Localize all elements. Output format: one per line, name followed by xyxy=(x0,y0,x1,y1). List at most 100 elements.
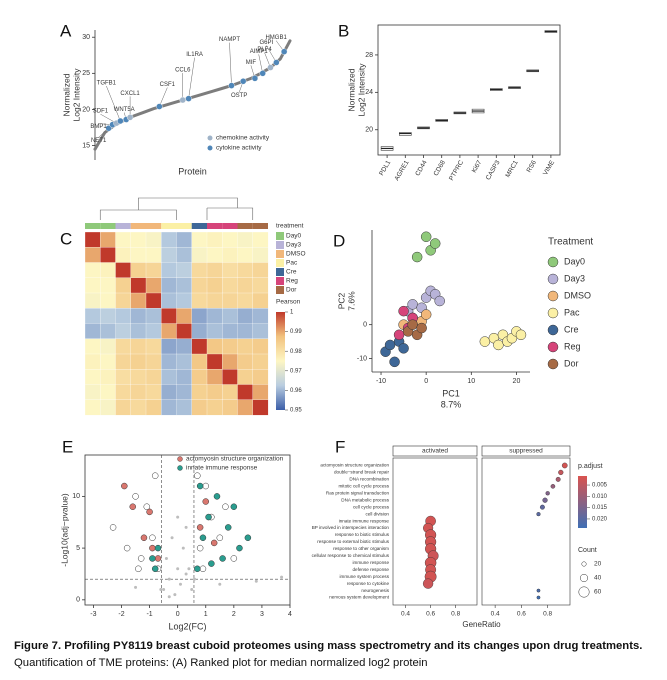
colorbar-title: Pearson xyxy=(276,299,301,306)
heat-cell xyxy=(206,353,223,370)
data-point xyxy=(236,544,243,552)
heat-cell xyxy=(252,338,269,355)
heat-cell xyxy=(100,292,116,309)
background-point xyxy=(173,593,177,597)
heat-cell xyxy=(176,384,193,401)
data-point xyxy=(154,555,162,562)
term-label: cellular response to chemical stimulus xyxy=(312,553,390,558)
x-tick-label: 3 xyxy=(260,611,264,618)
heat-cell xyxy=(84,231,101,248)
heat-cell xyxy=(191,369,208,385)
data-point xyxy=(434,295,445,307)
data-point xyxy=(384,339,396,351)
legend-swatch xyxy=(276,286,284,294)
heat-cell xyxy=(161,247,177,263)
heat-cell xyxy=(130,384,147,401)
x-axis-label: PC1 xyxy=(442,388,460,398)
y-tick-label: 25 xyxy=(82,70,90,77)
heat-cell xyxy=(130,308,147,324)
heat-cell xyxy=(115,369,132,385)
data-point xyxy=(121,482,128,490)
data-point xyxy=(407,299,418,310)
legend-title: Treatment xyxy=(548,237,593,248)
heat-cell xyxy=(176,247,193,263)
data-point xyxy=(140,534,148,542)
heat-cell xyxy=(84,353,101,370)
plot-frame xyxy=(481,457,571,606)
term-label: neurogenesis xyxy=(361,588,389,593)
x-tick-label: 0.8 xyxy=(543,611,552,618)
group-annotation xyxy=(222,223,238,229)
group-annotation xyxy=(100,223,116,229)
y-axis-label: Log2 Intensity xyxy=(71,68,81,122)
y-tick-label: 5 xyxy=(76,545,80,552)
x-tick-label: 1 xyxy=(204,611,208,618)
panel-label: A xyxy=(60,21,72,40)
heat-cell xyxy=(84,338,101,355)
group-annotation xyxy=(207,223,223,229)
heat-cell xyxy=(130,262,147,279)
protein-label: NAMPT xyxy=(219,37,240,43)
colorbar-label: 0.005 xyxy=(592,483,608,489)
protein-point xyxy=(259,70,266,77)
legend-label: Reg xyxy=(564,341,581,351)
heat-cell xyxy=(115,399,132,416)
term-label: nervous system development xyxy=(329,595,389,600)
heat-cell xyxy=(115,308,132,324)
protein-label: CSF1 xyxy=(160,82,176,88)
x-tick-label: 0 xyxy=(424,378,428,385)
heat-cell xyxy=(115,353,132,370)
open-point xyxy=(143,503,151,510)
x-tick-label: CD44 xyxy=(414,159,429,177)
heat-cell xyxy=(100,369,116,385)
heat-cell xyxy=(176,262,193,279)
facet-strip xyxy=(481,445,571,457)
data-point xyxy=(244,534,252,542)
heat-cell xyxy=(100,308,116,324)
heat-cell xyxy=(222,308,238,324)
caption: Figure 7. Profiling PY8119 breast cuboid… xyxy=(14,638,659,672)
heat-cell xyxy=(176,277,193,294)
heat-cell xyxy=(191,399,208,416)
x-tick-label: 0.6 xyxy=(517,611,526,618)
legend-marker xyxy=(177,465,183,471)
heat-cell xyxy=(115,384,132,401)
legend-marker xyxy=(547,256,559,268)
y-tick-label: 28 xyxy=(365,52,373,59)
size-label: 20 xyxy=(594,561,602,568)
y-axis-label: PC2 xyxy=(336,292,346,309)
heat-cell xyxy=(222,247,238,263)
size-label: 60 xyxy=(594,589,602,596)
background-point xyxy=(254,579,258,583)
protein-label: PLF4 xyxy=(257,47,272,53)
group-annotation xyxy=(130,223,146,229)
heat-cell xyxy=(115,262,132,279)
term-label: response to cytokine xyxy=(347,581,390,586)
protein-label: HMGB1 xyxy=(265,35,287,41)
x-axis-label: Protein xyxy=(178,166,207,176)
legend-label: Dor xyxy=(564,358,579,368)
legend-marker xyxy=(207,145,213,151)
x-tick-label: 4 xyxy=(288,611,292,618)
heat-cell xyxy=(100,399,116,416)
heat-cell xyxy=(206,292,223,309)
term-label: innate immune response xyxy=(339,518,390,523)
heat-cell xyxy=(84,323,101,340)
dot xyxy=(536,512,541,517)
heat-cell xyxy=(237,308,254,324)
x-tick-label: 0 xyxy=(176,611,180,618)
heat-cell xyxy=(115,292,132,309)
heat-cell xyxy=(176,369,193,385)
heat-cell xyxy=(237,292,254,309)
data-point xyxy=(213,493,221,500)
data-point xyxy=(407,319,418,330)
protein-point xyxy=(267,64,274,71)
legend-swatch xyxy=(276,259,284,267)
term-label: DNA recombination xyxy=(349,477,389,482)
data-point xyxy=(393,329,405,341)
background-point xyxy=(159,587,163,591)
background-point xyxy=(184,525,188,529)
colorbar-label: 0.96 xyxy=(290,388,302,394)
heat-cell xyxy=(176,308,193,324)
legend-swatch xyxy=(276,241,284,249)
